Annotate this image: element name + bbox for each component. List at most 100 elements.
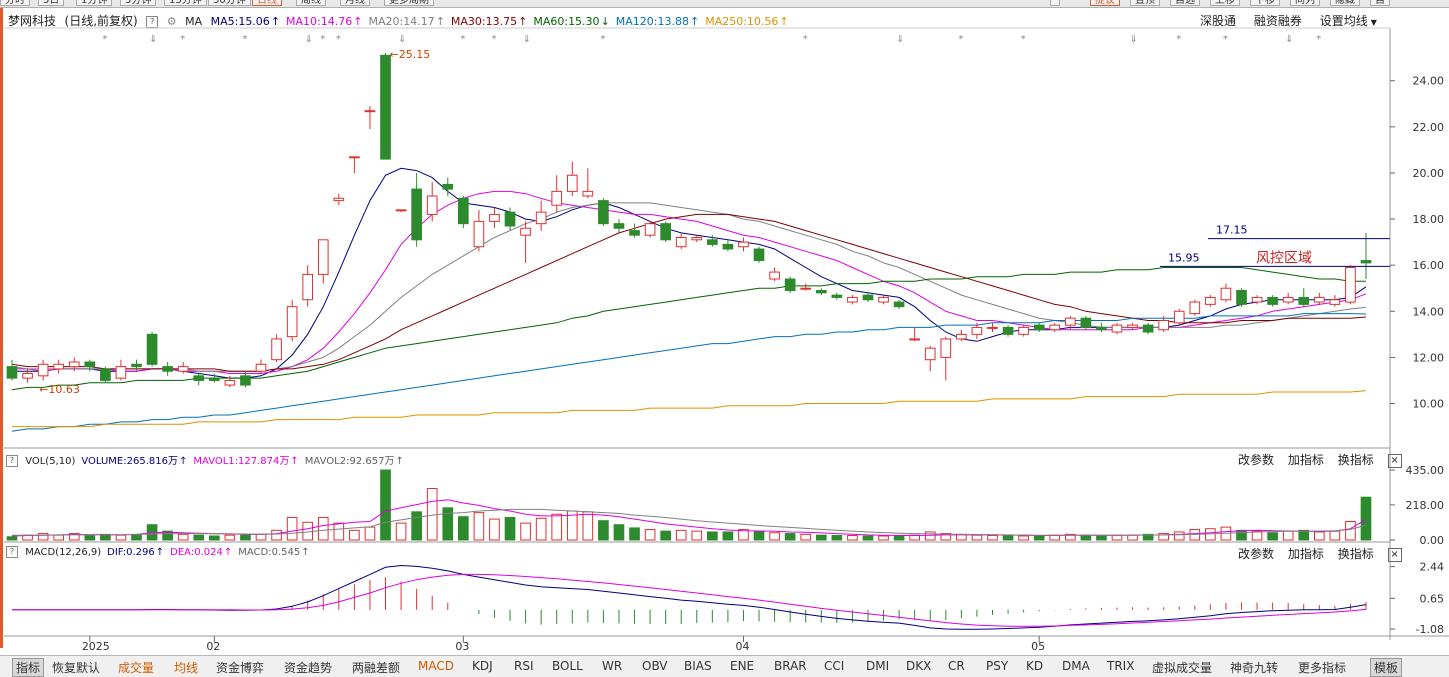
indicator-tab-16[interactable]: CCI [824, 659, 845, 673]
period-tab-9[interactable]: 更多周期 [384, 0, 434, 6]
period-tab-12[interactable]: 置顶 [1130, 0, 1160, 6]
ma-legend-5: MA120:13.88 [615, 15, 689, 28]
indicator-tab-27[interactable]: 模板 [1370, 658, 1403, 677]
volume-bar-13 [208, 535, 220, 541]
link-shengutong[interactable]: 深股通 [1200, 14, 1237, 28]
indicator-tab-21[interactable]: KD [1026, 659, 1044, 673]
candle-body-12 [193, 375, 205, 381]
candle-body-65 [1018, 326, 1029, 335]
volume-bar-81 [1267, 532, 1278, 541]
stock-chart[interactable]: 24.00 22.00 20.00 18.00 16.00 14.00 12.00 10.00… [0, 0, 1449, 655]
volume-bar-22 [349, 529, 360, 541]
vol-swap-indicator[interactable]: 换指标 [1337, 453, 1374, 467]
link-ma-settings[interactable]: 设置均线 [1319, 14, 1368, 28]
indicator-tab-18[interactable]: DKX [906, 659, 932, 673]
indicator-tab-13[interactable]: BIAS [684, 659, 712, 673]
period-tab-13[interactable]: 自选 [1170, 0, 1200, 6]
indicator-tab-26[interactable]: 更多指标 [1298, 661, 1347, 675]
indicator-tab-4[interactable]: 资金博弈 [216, 661, 265, 675]
indicator-tab-bar: 指标 恢复默认 成交量 均线 资金博弈 资金趋势 两融差额 MACD KDJ RSI BOLL WR O… [0, 655, 1449, 677]
indicator-tab-12[interactable]: OBV [642, 659, 668, 673]
period-tab-8[interactable]: 月线 [340, 0, 370, 6]
vol-arrow-2: ↑ [290, 456, 299, 467]
indicator-tab-15[interactable]: BRAR [774, 659, 807, 673]
period-tab-2[interactable]: 1分钟 [76, 0, 113, 6]
indicator-tab-2[interactable]: 成交量 [118, 661, 155, 675]
indicator-tab-0[interactable]: 指标 [12, 658, 45, 677]
indicator-tab-9[interactable]: RSI [514, 659, 534, 673]
indicator-tab-24[interactable]: 虚拟成交量 [1152, 661, 1213, 675]
period-tab-10[interactable] [1050, 0, 1060, 6]
indicator-tab-3[interactable]: 均线 [174, 661, 199, 675]
period-tab-0[interactable]: 分时 [0, 0, 30, 6]
candle-body-38 [598, 200, 609, 225]
indicator-tab-23[interactable]: TRIX [1107, 659, 1135, 673]
volume-bar-65 [1018, 535, 1029, 541]
vol-change-param[interactable]: 改参数 [1238, 453, 1275, 467]
ma-arrow-5: ↑ [690, 15, 700, 28]
event-marker-20: * [1316, 34, 1321, 45]
indicator-tab-14[interactable]: ENE [730, 659, 755, 673]
volume-bar-24 [380, 469, 391, 541]
macd-help-icon[interactable]: ? [6, 546, 18, 558]
volume-bar-10 [162, 530, 173, 541]
event-marker-15: * [1021, 34, 1026, 45]
period-tab-14[interactable]: 上移 [1210, 0, 1240, 6]
indicator-tab-17[interactable]: DMI [866, 659, 890, 673]
stock-name[interactable]: 梦网科技 [8, 14, 57, 28]
period-tab-7[interactable]: 周线 [296, 0, 326, 6]
candle-body-5 [84, 361, 96, 368]
period-tab-11[interactable]: 提议 [1090, 0, 1120, 6]
period-tab-1[interactable]: 5日 [38, 0, 65, 6]
indicator-tab-1[interactable]: 恢复默认 [52, 661, 101, 675]
macd-swap-indicator[interactable]: 换指标 [1337, 547, 1374, 561]
volume-help-icon[interactable]: ? [6, 455, 18, 467]
candle-body-32 [504, 211, 516, 227]
volume-bar-40 [629, 527, 640, 541]
settings-gear-icon[interactable]: ⚙ [166, 15, 177, 28]
period-tab-15[interactable]: 下移 [1250, 0, 1280, 6]
indicator-tab-20[interactable]: PSY [986, 659, 1009, 673]
candle-body-49 [769, 271, 780, 280]
period-tab-6[interactable]: 日线 [252, 0, 282, 6]
volume-bar-80 [1251, 530, 1263, 541]
period-tab-17[interactable]: 隐藏 [1330, 0, 1360, 6]
volume-bar-71 [1111, 534, 1123, 541]
indicator-tab-25[interactable]: 神奇九转 [1230, 661, 1279, 675]
period-tab-16[interactable]: 同列 [1290, 0, 1320, 6]
indicator-tab-22[interactable]: DMA [1062, 659, 1090, 673]
top-links: 深股通 融资融券 设置均线 ▼ [1200, 12, 1377, 29]
candle-body-57 [893, 301, 905, 308]
period-tab-18[interactable]: 自 [1370, 0, 1390, 6]
vol-close-icon[interactable]: × [1387, 453, 1402, 468]
ma-line-ma20 [11, 202, 1367, 372]
indicator-tab-19[interactable]: CR [948, 659, 965, 673]
price-tick-label-6: 12.00 [1413, 351, 1445, 364]
period-tab-4[interactable]: 15分钟 [164, 0, 207, 6]
candle-body-18 [286, 306, 298, 338]
indicator-tab-8[interactable]: KDJ [472, 659, 493, 673]
indicator-tab-6[interactable]: 两融差额 [352, 661, 401, 675]
macd-close-icon[interactable]: × [1387, 547, 1402, 562]
dropdown-caret-icon[interactable]: ▼ [1370, 18, 1377, 27]
candle-body-26 [411, 188, 422, 241]
period-tab-5[interactable]: 30分钟 [208, 0, 251, 6]
volume-bar-47 [738, 529, 749, 541]
candle-body-2 [37, 363, 49, 377]
volume-bar-7 [115, 534, 127, 541]
candle-body-16 [255, 363, 267, 372]
macd-add-indicator[interactable]: 加指标 [1287, 547, 1324, 561]
period-tab-3[interactable]: 5分钟 [120, 0, 157, 6]
candle-body-9 [146, 333, 158, 365]
link-margin[interactable]: 融资融券 [1253, 14, 1302, 28]
vol-add-indicator[interactable]: 加指标 [1287, 453, 1324, 467]
indicator-tab-11[interactable]: WR [602, 659, 623, 673]
indicator-tab-7[interactable]: MACD [418, 659, 454, 673]
macd-change-param[interactable]: 改参数 [1238, 547, 1275, 561]
volume-bar-31 [489, 518, 500, 541]
candle-body-20 [317, 239, 329, 275]
x-tick-label-1: 02 [206, 640, 220, 653]
indicator-tab-10[interactable]: BOLL [552, 659, 583, 673]
indicator-tab-5[interactable]: 资金趋势 [284, 661, 333, 675]
macd-tick-label-0: 2.44 [1420, 561, 1445, 574]
